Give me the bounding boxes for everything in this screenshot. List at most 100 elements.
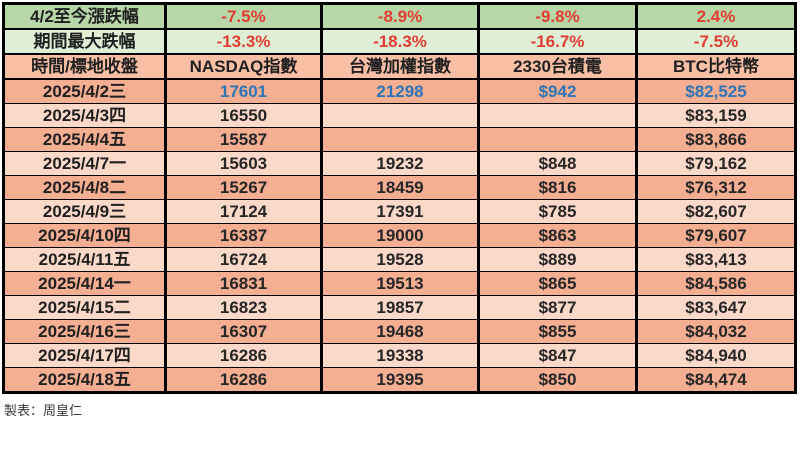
date-cell: 2025/4/9三 <box>2 199 167 224</box>
table-row: 2025/4/9三 17124 17391 $785 $82,607 <box>2 199 797 224</box>
twse-cell: 19857 <box>320 295 480 320</box>
table-row: 2025/4/11五 16724 19528 $889 $83,413 <box>2 247 797 272</box>
price-table: 4/2至今漲跌幅 -7.5% -8.9% -9.8% 2.4% 期間最大跌幅 -… <box>2 2 797 394</box>
summary-twse-change: -8.9% <box>320 2 480 30</box>
summary-row-change-since: 4/2至今漲跌幅 -7.5% -8.9% -9.8% 2.4% <box>2 2 797 30</box>
column-header-twse: 台灣加權指數 <box>320 53 480 80</box>
twse-cell: 19513 <box>320 271 480 296</box>
date-cell: 2025/4/18五 <box>2 367 167 393</box>
btc-cell: $82,607 <box>635 199 797 224</box>
table-row: 2025/4/15二 16823 19857 $877 $83,647 <box>2 295 797 320</box>
twse-cell: 19000 <box>320 223 480 248</box>
twse-cell: 21298 <box>320 78 480 104</box>
table-row: 2025/4/8二 15267 18459 $816 $76,312 <box>2 175 797 200</box>
twse-cell: 19468 <box>320 319 480 344</box>
header-row: 時間/標地收盤 NASDAQ指數 台灣加權指數 2330台積電 BTC比特幣 <box>2 53 797 80</box>
btc-cell: $82,525 <box>635 78 797 104</box>
data-rows: 2025/4/2三 17601 21298 $942 $82,525 2025/… <box>2 78 797 393</box>
drawdown-tsmc: -16.7% <box>477 28 638 55</box>
date-cell: 2025/4/14一 <box>2 271 167 296</box>
btc-cell: $79,162 <box>635 151 797 176</box>
twse-cell: 17391 <box>320 199 480 224</box>
nasdaq-cell: 17601 <box>164 78 323 104</box>
btc-cell: $84,940 <box>635 343 797 368</box>
date-cell: 2025/4/8二 <box>2 175 167 200</box>
tsmc-cell: $847 <box>477 343 638 368</box>
btc-cell: $83,866 <box>635 127 797 152</box>
tsmc-cell: $855 <box>477 319 638 344</box>
table-row: 2025/4/2三 17601 21298 $942 $82,525 <box>2 78 797 104</box>
column-header-date: 時間/標地收盤 <box>2 53 167 80</box>
nasdaq-cell: 16823 <box>164 295 323 320</box>
tsmc-cell: $785 <box>477 199 638 224</box>
table-row: 2025/4/4五 15587 $83,866 <box>2 127 797 152</box>
btc-cell: $76,312 <box>635 175 797 200</box>
table-row: 2025/4/16三 16307 19468 $855 $84,032 <box>2 319 797 344</box>
drawdown-btc: -7.5% <box>635 28 797 55</box>
table-row: 2025/4/14一 16831 19513 $865 $84,586 <box>2 271 797 296</box>
tsmc-cell: $848 <box>477 151 638 176</box>
tsmc-cell: $865 <box>477 271 638 296</box>
summary-row-max-drawdown: 期間最大跌幅 -13.3% -18.3% -16.7% -7.5% <box>2 28 797 55</box>
table-row: 2025/4/17四 16286 19338 $847 $84,940 <box>2 343 797 368</box>
date-cell: 2025/4/16三 <box>2 319 167 344</box>
nasdaq-cell: 17124 <box>164 199 323 224</box>
tsmc-cell <box>477 127 638 152</box>
nasdaq-cell: 16724 <box>164 247 323 272</box>
tsmc-cell: $877 <box>477 295 638 320</box>
nasdaq-cell: 15587 <box>164 127 323 152</box>
drawdown-twse: -18.3% <box>320 28 480 55</box>
table-row: 2025/4/18五 16286 19395 $850 $84,474 <box>2 367 797 393</box>
btc-cell: $84,032 <box>635 319 797 344</box>
date-cell: 2025/4/15二 <box>2 295 167 320</box>
tsmc-cell: $942 <box>477 78 638 104</box>
nasdaq-cell: 15267 <box>164 175 323 200</box>
summary-btc-change: 2.4% <box>635 2 797 30</box>
table-row: 2025/4/3四 16550 $83,159 <box>2 103 797 128</box>
summary-nasdaq-change: -7.5% <box>164 2 323 30</box>
summary-label: 期間最大跌幅 <box>2 28 167 55</box>
nasdaq-cell: 16387 <box>164 223 323 248</box>
date-cell: 2025/4/3四 <box>2 103 167 128</box>
twse-cell: 18459 <box>320 175 480 200</box>
btc-cell: $83,159 <box>635 103 797 128</box>
static-rows: 4/2至今漲跌幅 -7.5% -8.9% -9.8% 2.4% 期間最大跌幅 -… <box>2 2 797 80</box>
date-cell: 2025/4/10四 <box>2 223 167 248</box>
summary-label: 4/2至今漲跌幅 <box>2 2 167 30</box>
date-cell: 2025/4/11五 <box>2 247 167 272</box>
nasdaq-cell: 16550 <box>164 103 323 128</box>
date-cell: 2025/4/17四 <box>2 343 167 368</box>
btc-cell: $83,413 <box>635 247 797 272</box>
nasdaq-cell: 16307 <box>164 319 323 344</box>
tsmc-cell: $816 <box>477 175 638 200</box>
tsmc-cell <box>477 103 638 128</box>
table-row: 2025/4/7一 15603 19232 $848 $79,162 <box>2 151 797 176</box>
nasdaq-cell: 16286 <box>164 343 323 368</box>
date-cell: 2025/4/4五 <box>2 127 167 152</box>
drawdown-nasdaq: -13.3% <box>164 28 323 55</box>
summary-tsmc-change: -9.8% <box>477 2 638 30</box>
tsmc-cell: $863 <box>477 223 638 248</box>
tsmc-cell: $889 <box>477 247 638 272</box>
column-header-nasdaq: NASDAQ指數 <box>164 53 323 80</box>
column-header-btc: BTC比特幣 <box>635 53 797 80</box>
btc-cell: $84,474 <box>635 367 797 393</box>
btc-cell: $79,607 <box>635 223 797 248</box>
nasdaq-cell: 15603 <box>164 151 323 176</box>
twse-cell: 19395 <box>320 367 480 393</box>
date-cell: 2025/4/7一 <box>2 151 167 176</box>
twse-cell: 19338 <box>320 343 480 368</box>
column-header-tsmc: 2330台積電 <box>477 53 638 80</box>
tsmc-cell: $850 <box>477 367 638 393</box>
nasdaq-cell: 16286 <box>164 367 323 393</box>
twse-cell: 19232 <box>320 151 480 176</box>
table-row: 2025/4/10四 16387 19000 $863 $79,607 <box>2 223 797 248</box>
nasdaq-cell: 16831 <box>164 271 323 296</box>
credit-label: 製表：周皇仁 <box>4 403 83 418</box>
btc-cell: $83,647 <box>635 295 797 320</box>
twse-cell <box>320 127 480 152</box>
date-cell: 2025/4/2三 <box>2 78 167 104</box>
btc-cell: $84,586 <box>635 271 797 296</box>
twse-cell <box>320 103 480 128</box>
twse-cell: 19528 <box>320 247 480 272</box>
